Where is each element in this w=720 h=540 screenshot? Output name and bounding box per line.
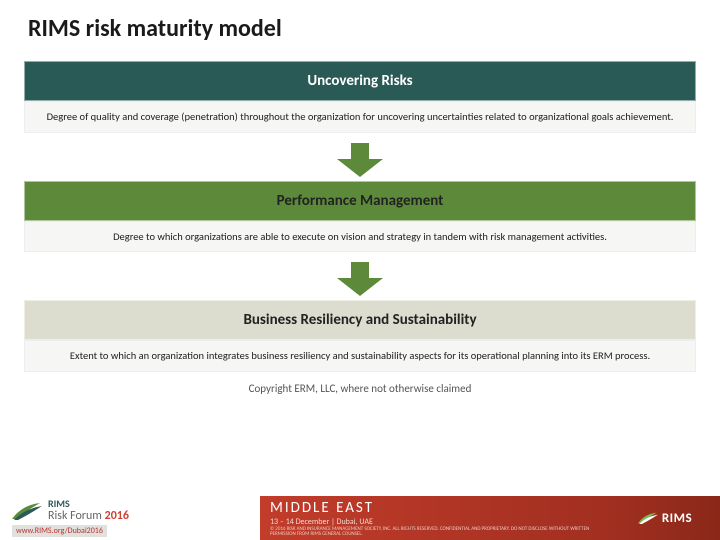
section-3-header: Business Resiliency and Sustainability	[24, 300, 696, 340]
section-1: Uncovering Risks Degree of quality and c…	[24, 61, 696, 133]
slide-title: RIMS risk maturity model	[0, 0, 720, 43]
section-2-header: Performance Management	[24, 181, 696, 221]
section-1-header: Uncovering Risks	[24, 61, 696, 101]
rims-swoosh-icon	[12, 501, 42, 521]
rims-swoosh-icon	[638, 510, 658, 526]
footer-forum-label: Risk Forum 2016	[48, 509, 129, 523]
footer-mid-legal: © 2016 RISK AND INSURANCE MANAGEMENT SOC…	[270, 527, 610, 537]
footer-bar: RIMS Risk Forum 2016 www.RIMS.org/Dubai2…	[0, 496, 720, 540]
copyright-text: Copyright ERM, LLC, where not otherwise …	[24, 376, 696, 396]
footer-left-logo-block: RIMS Risk Forum 2016 www.RIMS.org/Dubai2…	[0, 496, 260, 540]
footer-url: www.RIMS.org/Dubai2016	[12, 525, 107, 537]
forum-text: Risk Forum	[48, 509, 102, 523]
arrow-down-icon	[337, 143, 383, 177]
section-1-desc: Degree of quality and coverage (penetrat…	[24, 101, 696, 133]
arrow-2-wrap	[24, 256, 696, 300]
footer-mid-title: MIDDLE EAST	[270, 499, 610, 517]
section-3-desc: Extent to which an organization integrat…	[24, 340, 696, 372]
footer-rims-label: RIMS	[48, 499, 129, 509]
footer-right-block: RIMS	[610, 496, 720, 540]
section-2: Performance Management Degree to which o…	[24, 181, 696, 253]
content-area: Uncovering Risks Degree of quality and c…	[0, 43, 720, 396]
footer-mid-block: MIDDLE EAST 13 – 14 December | Dubai, UA…	[260, 496, 610, 540]
section-2-desc: Degree to which organizations are able t…	[24, 221, 696, 253]
section-3: Business Resiliency and Sustainability E…	[24, 300, 696, 372]
forum-year: 2016	[105, 509, 129, 523]
arrow-down-icon	[337, 262, 383, 296]
footer-right-label: RIMS	[662, 511, 692, 526]
arrow-1-wrap	[24, 137, 696, 181]
